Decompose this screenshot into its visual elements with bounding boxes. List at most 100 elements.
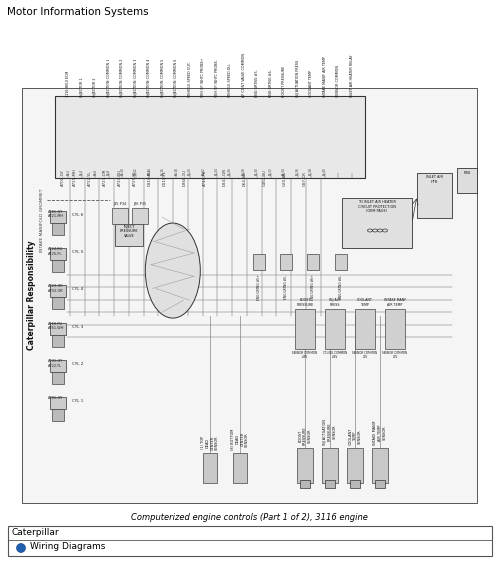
Bar [342, 198, 412, 248]
Bar [50, 210, 66, 223]
Text: CYL 2: CYL 2 [72, 362, 84, 366]
Text: A724-BU: A724-BU [118, 169, 122, 186]
Text: P1:14: P1:14 [148, 167, 152, 175]
Text: P1:2: P1:2 [66, 169, 70, 175]
Bar [8, 526, 492, 556]
Text: A724-BU
A725-PL: A724-BU A725-PL [48, 247, 63, 256]
Text: INJECTION COMMON 1: INJECTION COMMON 1 [107, 59, 111, 97]
Text: COOLANT
TEMP: COOLANT TEMP [357, 298, 373, 307]
Bar [52, 260, 64, 272]
Bar [52, 335, 64, 347]
Text: A701-GY: A701-GY [61, 169, 65, 186]
Bar [52, 410, 64, 421]
Bar [55, 96, 365, 178]
Bar [307, 254, 319, 270]
Text: Caterpillar Responsibility: Caterpillar Responsibility [26, 241, 36, 350]
Text: C467-BU: C467-BU [263, 169, 267, 186]
Text: P40: P40 [464, 171, 470, 175]
Bar [52, 223, 64, 234]
Text: Caterpillar: Caterpillar [12, 528, 60, 537]
Text: P1:34: P1:34 [282, 167, 286, 175]
Text: P1:6: P1:6 [94, 169, 98, 175]
Text: BOOST PRESSURE: BOOST PRESSURE [282, 66, 286, 97]
Bar [385, 309, 405, 349]
Text: A731-GY
A722-YL: A731-GY A722-YL [48, 359, 63, 367]
Text: J36 P35: J36 P35 [134, 202, 146, 206]
Text: INJECT
PRESSURE
VALVE: INJECT PRESSURE VALVE [120, 225, 139, 238]
Text: INTAKE MANF
AIR TEMP: INTAKE MANF AIR TEMP [384, 298, 406, 307]
Text: D860-1U: D860-1U [183, 169, 187, 186]
Bar [50, 323, 66, 335]
Bar [252, 254, 264, 270]
Text: A721-MH: A721-MH [73, 168, 77, 186]
Bar [417, 173, 452, 218]
Bar [375, 480, 385, 488]
Text: P1:12: P1:12 [134, 167, 138, 175]
Text: G20-BK: G20-BK [283, 172, 287, 186]
Text: INLET AIR HEATER RELAY: INLET AIR HEATER RELAY [350, 54, 354, 97]
Text: D64-BU: D64-BU [243, 171, 247, 186]
Text: VEHICLE SPEED DU-: VEHICLE SPEED DU- [228, 63, 232, 97]
Bar [22, 88, 477, 503]
Bar [457, 168, 477, 193]
Text: AP CONT VALVE COMMON: AP CONT VALVE COMMON [242, 53, 246, 97]
Text: VEH SP INHTC PROBE+: VEH SP INHTC PROBE+ [202, 57, 205, 97]
Bar [372, 448, 388, 483]
Text: P1:24: P1:24 [214, 167, 218, 175]
Bar [350, 480, 360, 488]
Text: INJECTION COMMON 5: INJECTION COMMON 5 [161, 59, 165, 97]
Bar [322, 448, 338, 483]
Text: INJ ACT
PRESS: INJ ACT PRESS [329, 298, 341, 307]
Bar [325, 309, 345, 349]
Bar [50, 248, 66, 260]
Bar [112, 208, 128, 224]
Text: A725-PL: A725-PL [133, 170, 137, 186]
Bar [300, 480, 310, 488]
Bar [347, 448, 363, 483]
Bar [334, 254, 346, 270]
Bar [50, 286, 66, 297]
Text: P1:26: P1:26 [228, 167, 232, 175]
Text: ENG GRTNG #6-: ENG GRTNG #6- [338, 274, 342, 298]
Bar [203, 453, 217, 483]
Text: P1:18: P1:18 [174, 167, 178, 175]
Text: ENG GRTNG #6+: ENG GRTNG #6+ [311, 274, 315, 300]
Text: D118-YL: D118-YL [163, 170, 167, 186]
Text: INJECTION COMMON 3: INJECTION COMMON 3 [134, 59, 138, 97]
Bar [132, 208, 148, 224]
Text: COOLANT TEMP: COOLANT TEMP [309, 70, 313, 97]
Text: ENG GRTNG #5-: ENG GRTNG #5- [284, 274, 288, 298]
Circle shape [16, 544, 26, 553]
Text: CYL 3: CYL 3 [72, 325, 84, 329]
Text: INJECTOR 1: INJECTOR 1 [80, 77, 84, 97]
Text: J35 P34: J35 P34 [114, 202, 126, 206]
Text: VEH SP INHTC PROBE-: VEH SP INHTC PROBE- [214, 59, 218, 97]
Text: P1:40: P1:40 [322, 167, 326, 175]
Text: D841-GN: D841-GN [223, 168, 227, 186]
Text: INJ ACTUATION
PRESSURE
SENSOR: INJ ACTUATION PRESSURE SENSOR [324, 419, 336, 445]
Text: P1:20: P1:20 [188, 167, 192, 175]
Text: A760-PU
A761-WH: A760-PU A761-WH [48, 321, 64, 330]
Bar [325, 480, 335, 488]
Text: 3116 HEUI ECM: 3116 HEUI ECM [66, 71, 70, 97]
Text: A748-FK: A748-FK [203, 170, 207, 186]
Text: D810-PU: D810-PU [148, 169, 152, 186]
Text: P1:38: P1:38 [309, 167, 313, 175]
Text: INTAKE MANIF
AIR TEMP
SENSOR: INTAKE MANIF AIR TEMP SENSOR [374, 420, 386, 445]
Text: P1:10: P1:10 [120, 167, 124, 175]
Text: CYL 4: CYL 4 [72, 287, 83, 291]
Text: P1:28: P1:28 [242, 167, 246, 175]
Text: SENSOR COMMON
20V: SENSOR COMMON 20V [382, 351, 407, 359]
Text: P1:30: P1:30 [255, 167, 259, 175]
Text: INJECTION COMMON 6: INJECTION COMMON 6 [174, 59, 178, 97]
Text: INLET AIR
HTR: INLET AIR HTR [426, 175, 443, 183]
Text: (8) BOTTOM
DEAD
CENTER
SENSOR: (8) BOTTOM DEAD CENTER SENSOR [231, 429, 249, 450]
Text: G97-CR: G97-CR [303, 171, 307, 186]
Text: CTL/OIL COMMON
-45V: CTL/OIL COMMON -45V [323, 351, 347, 359]
Text: SENSOR COMMON
20V: SENSOR COMMON 20V [352, 351, 378, 359]
Text: P1:22: P1:22 [202, 167, 205, 175]
Text: CYL 1: CYL 1 [72, 399, 83, 403]
Text: Wiring Diagrams: Wiring Diagrams [30, 542, 106, 551]
Text: COOLANT
TEMP
SENSOR: COOLANT TEMP SENSOR [348, 427, 362, 445]
Text: TO INLET AIR HEATER
CIRCUIT PROTECTION
(OEM PAGE): TO INLET AIR HEATER CIRCUIT PROTECTION (… [358, 200, 396, 213]
